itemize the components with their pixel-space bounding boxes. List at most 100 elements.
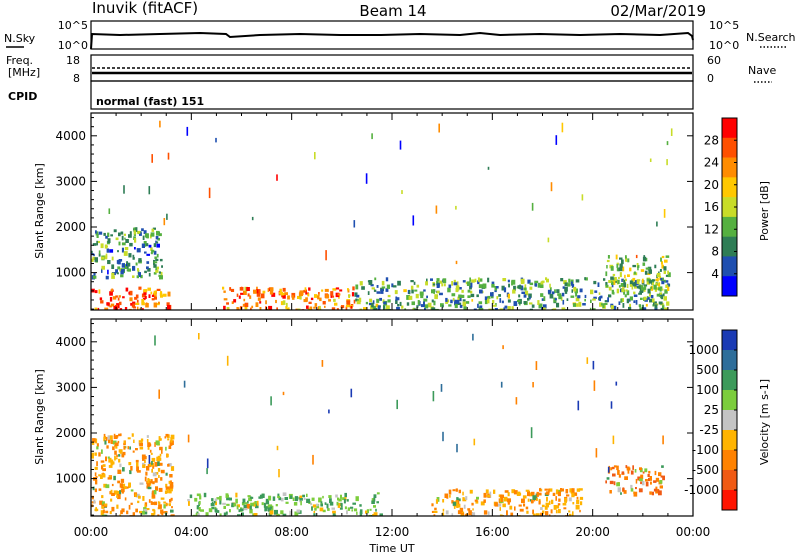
velocity-data-cell: [613, 465, 617, 468]
velocity-data-cell: [91, 495, 94, 500]
power-data-streak: [663, 209, 666, 218]
power-data-cell: [244, 286, 248, 292]
power-data-cell: [325, 294, 330, 299]
power-data-cell: [458, 297, 462, 302]
velocity-data-cell: [332, 511, 336, 516]
power-data-cell: [259, 307, 262, 310]
power-data-cell: [592, 308, 596, 310]
power-ytick-label: 2000: [55, 220, 86, 234]
velocity-data-cell: [569, 513, 572, 516]
power-data-cell: [441, 305, 444, 308]
velocity-data-cell: [277, 495, 281, 499]
power-data-cell: [370, 284, 374, 287]
power-data-cell: [94, 257, 98, 262]
power-data-cell: [98, 250, 101, 255]
power-data-cell: [371, 302, 374, 308]
power-data-cell: [153, 261, 158, 264]
power-data-cell: [385, 277, 389, 282]
velocity-data-cell: [235, 492, 238, 498]
power-data-cell: [457, 296, 460, 301]
power-data-streak: [166, 213, 168, 220]
velocity-data-cell: [344, 506, 347, 510]
velocity-data-cell: [167, 463, 170, 467]
velocity-data-cell: [139, 446, 144, 450]
power-data-cell: [452, 297, 455, 301]
velocity-data-cell: [576, 496, 579, 500]
velocity-data-cell: [149, 462, 152, 467]
power-data-cell: [571, 289, 573, 293]
velocity-data-cell: [111, 492, 115, 496]
power-data-cell: [267, 288, 270, 292]
velocity-data-cell: [525, 489, 530, 492]
velocity-data-cell: [475, 500, 479, 504]
power-data-cell: [137, 268, 139, 272]
velocity-data-cell: [118, 454, 121, 457]
velocity-data-streak: [270, 396, 272, 406]
power-data-cell: [159, 258, 163, 262]
power-data-cell: [105, 235, 108, 239]
velocity-data-cell: [189, 494, 193, 499]
power-data-streak: [325, 250, 327, 261]
velocity-data-cell: [118, 433, 122, 437]
velocity-data-cell: [145, 471, 148, 476]
power-data-cell: [440, 303, 444, 307]
power-data-cell: [253, 289, 257, 294]
velocity-data-streak: [198, 333, 200, 340]
velocity-data-cell: [525, 506, 529, 510]
velocity-colorbar-swatch: [722, 490, 737, 511]
velocity-data-cell: [214, 498, 218, 502]
velocity-colorbar-swatch: [722, 390, 737, 411]
power-data-cell: [502, 278, 507, 282]
station-title: Inuvik (fitACF): [92, 0, 198, 17]
velocity-data-cell: [164, 436, 167, 439]
velocity-data-cell: [511, 489, 516, 494]
power-data-cell: [557, 293, 562, 296]
power-data-cell: [621, 259, 624, 265]
power-data-cell: [120, 274, 124, 278]
velocity-data-cell: [158, 504, 162, 509]
velocity-data-cell: [494, 502, 498, 507]
power-data-cell: [462, 299, 466, 302]
velocity-data-cell: [499, 514, 503, 516]
power-data-cell: [96, 240, 98, 246]
power-colorbar-tick-label: 16: [704, 200, 719, 214]
power-data-cell: [159, 275, 161, 280]
velocity-data-cell: [376, 492, 380, 495]
power-data-cell: [334, 302, 338, 306]
power-data-cell: [270, 287, 274, 292]
power-data-cell: [540, 293, 544, 297]
power-data-cell: [385, 288, 389, 292]
power-data-cell: [482, 283, 487, 289]
power-data-cell: [243, 290, 247, 295]
velocity-data-cell: [464, 514, 469, 516]
velocity-data-cell: [133, 439, 135, 443]
power-data-cell: [156, 253, 159, 258]
power-data-cell: [100, 256, 105, 260]
velocity-data-cell: [247, 500, 249, 504]
power-data-cell: [280, 301, 284, 306]
power-data-streak: [656, 221, 658, 227]
power-data-cell: [146, 261, 150, 264]
power-data-cell: [663, 266, 667, 271]
velocity-data-cell: [565, 489, 569, 494]
power-data-cell: [608, 286, 612, 291]
velocity-data-cell: [96, 443, 99, 447]
power-data-cell: [524, 284, 527, 289]
velocity-data-cell: [241, 512, 244, 516]
power-data-cell: [511, 306, 514, 310]
power-data-cell: [503, 287, 507, 293]
velocity-data-cell: [98, 474, 101, 477]
power-data-cell: [516, 286, 519, 289]
power-data-cell: [469, 286, 472, 290]
velocity-data-cell: [568, 510, 571, 513]
power-data-cell: [470, 282, 473, 288]
power-data-cell: [408, 295, 413, 300]
velocity-data-cell: [486, 494, 491, 498]
power-data-cell: [507, 299, 511, 303]
power-data-streak: [561, 122, 564, 133]
velocity-data-cell: [116, 454, 118, 457]
velocity-data-cell: [469, 489, 473, 494]
power-data-cell: [153, 272, 157, 275]
power-data-cell: [307, 293, 310, 297]
